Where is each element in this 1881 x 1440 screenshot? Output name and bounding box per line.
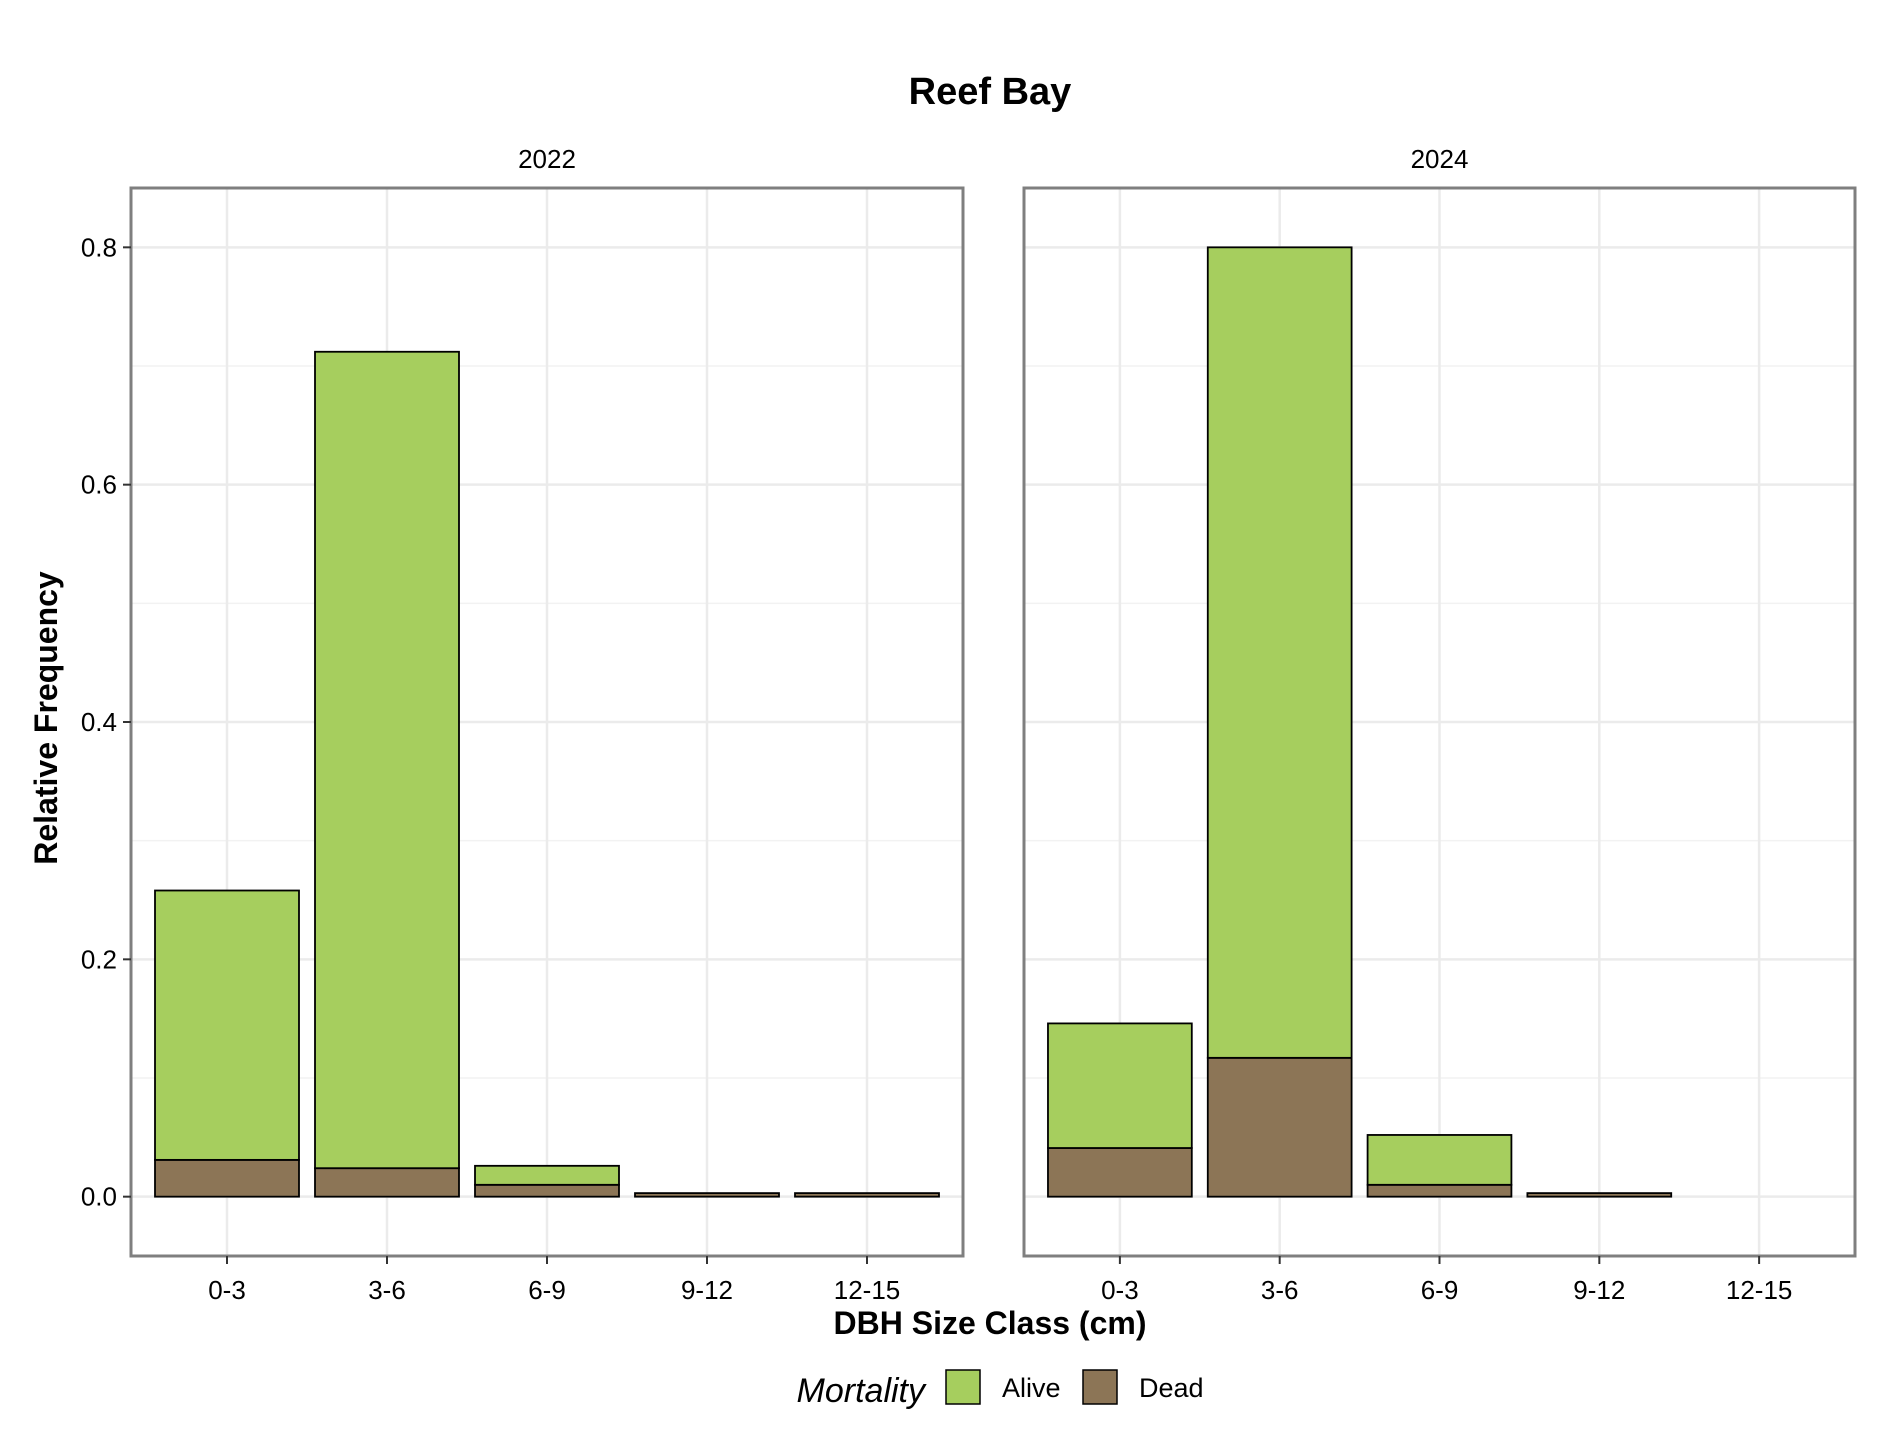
legend-label-alive: Alive bbox=[1002, 1373, 1061, 1403]
bar-dead-6-9 bbox=[1366, 1183, 1513, 1198]
bar-alive-6-9 bbox=[1366, 1134, 1513, 1186]
x-tick-label: 3-6 bbox=[1261, 1275, 1299, 1305]
legend: Mortality Alive Dead bbox=[797, 1369, 1204, 1410]
x-tick-label: 6-9 bbox=[528, 1275, 566, 1305]
y-axis-label: Relative Frequency bbox=[28, 571, 64, 865]
bar-alive-0-3 bbox=[154, 889, 300, 1161]
facet-panel-2024: 2024 0-3 3-6 6-9 9-12 12-15 bbox=[1022, 144, 1857, 1305]
x-tick-label: 6-9 bbox=[1421, 1275, 1459, 1305]
legend-title: Mortality bbox=[797, 1372, 927, 1410]
chart-title: Reef Bay bbox=[909, 71, 1072, 113]
bar-alive-3-6 bbox=[1206, 246, 1353, 1059]
bar-alive-0-3 bbox=[1047, 1022, 1193, 1149]
legend-label-dead: Dead bbox=[1139, 1373, 1204, 1403]
x-axis-label: DBH Size Class (cm) bbox=[834, 1305, 1147, 1341]
facet-panels: 2022 0-3 3-6 6-9 9-12 12-15 2024 0-3 3-6 6-9 9-12 1… bbox=[129, 144, 1857, 1305]
bar-dead-3-6 bbox=[314, 1167, 460, 1198]
y-tick-label: 0.0 bbox=[81, 1182, 117, 1212]
facet-label: 2022 bbox=[518, 144, 576, 174]
x-tick-label: 12-15 bbox=[1726, 1275, 1793, 1305]
legend-swatch-alive bbox=[945, 1369, 981, 1405]
y-tick-label: 0.2 bbox=[81, 944, 117, 974]
x-tick-label: 12-15 bbox=[834, 1275, 901, 1305]
bar-alive-3-6 bbox=[314, 350, 460, 1170]
x-tick-label: 9-12 bbox=[1573, 1275, 1625, 1305]
x-tick-label: 3-6 bbox=[368, 1275, 406, 1305]
bar-dead-12-15 bbox=[794, 1192, 940, 1198]
bar-dead-3-6 bbox=[1206, 1056, 1353, 1198]
y-axis: 0.0 0.2 0.4 0.6 0.8 bbox=[81, 232, 131, 1212]
y-tick-label: 0.8 bbox=[81, 232, 117, 262]
bar-dead-0-3 bbox=[1047, 1147, 1193, 1198]
y-tick-label: 0.6 bbox=[81, 470, 117, 500]
bar-dead-6-9 bbox=[474, 1183, 620, 1198]
bar-alive-6-9 bbox=[474, 1164, 620, 1186]
legend-swatch-dead bbox=[1082, 1369, 1118, 1405]
facet-panel-2022: 2022 0-3 3-6 6-9 9-12 12-15 bbox=[129, 144, 965, 1305]
facet-label: 2024 bbox=[1411, 144, 1469, 174]
y-tick-label: 0.4 bbox=[81, 707, 117, 737]
bar-dead-0-3 bbox=[154, 1158, 300, 1198]
x-tick-label: 0-3 bbox=[208, 1275, 246, 1305]
bar-dead-9-12 bbox=[1526, 1192, 1673, 1198]
bar-dead-9-12 bbox=[634, 1192, 780, 1198]
x-tick-label: 9-12 bbox=[681, 1275, 733, 1305]
x-tick-label: 0-3 bbox=[1101, 1275, 1139, 1305]
